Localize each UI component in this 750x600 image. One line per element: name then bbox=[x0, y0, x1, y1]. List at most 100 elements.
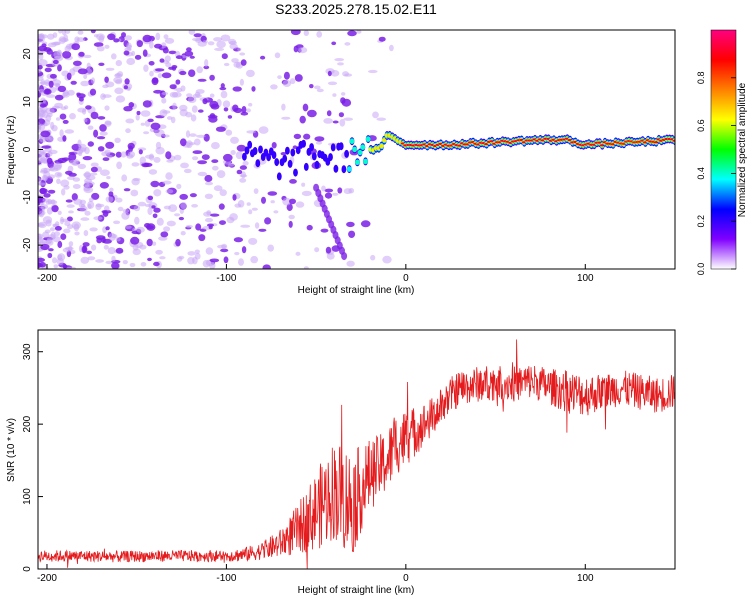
spectrogram-noise-blob bbox=[43, 193, 51, 198]
spectrogram-noise-blob bbox=[246, 69, 255, 78]
spectrogram-noise-blob bbox=[122, 208, 130, 213]
spectrogram-noise-blob bbox=[326, 110, 332, 117]
spectrogram-noise-blob bbox=[62, 51, 72, 59]
spectrogram-noise-blob bbox=[166, 159, 174, 163]
spectrogram-signal-cell bbox=[379, 143, 384, 149]
spectrogram-noise-blob bbox=[134, 216, 140, 225]
spectrogram-noise-blob bbox=[209, 258, 220, 263]
spectrogram-noise-blob bbox=[82, 242, 90, 247]
spectrogram-noise-blob bbox=[90, 111, 99, 120]
spectrogram-noise-blob bbox=[87, 203, 92, 209]
spectrogram-plot-area bbox=[38, 30, 675, 269]
spectrogram-noise-blob bbox=[144, 223, 151, 228]
spectrogram-noise-blob bbox=[219, 189, 227, 197]
spectrogram-noise-blob bbox=[325, 246, 332, 254]
spectrogram-noise-blob bbox=[67, 176, 75, 181]
spectrogram-noise-blob bbox=[60, 233, 67, 240]
spectrogram-noise-blob bbox=[68, 241, 74, 247]
colorbar-scale bbox=[710, 29, 737, 270]
spectrogram-noise-blob bbox=[201, 154, 210, 161]
spectrogram-noise-blob bbox=[97, 116, 106, 120]
spectrogram-noise-blob bbox=[292, 145, 298, 149]
spectrogram-noise-blob bbox=[223, 107, 229, 112]
spectrogram-noise-blob bbox=[58, 30, 63, 34]
spectrogram-noise-blob bbox=[105, 196, 114, 203]
spectrogram-noise-blob bbox=[107, 247, 116, 255]
spectrogram-noise-blob bbox=[124, 35, 132, 41]
spectrogram-noise-blob bbox=[378, 36, 386, 42]
spectrogram-noise-blob bbox=[52, 257, 58, 264]
spectrogram-noise-blob bbox=[115, 237, 121, 242]
spectrogram-noise-blob bbox=[43, 122, 48, 127]
spectrogram-noise-blob bbox=[47, 33, 55, 40]
spectrogram-noise-blob bbox=[38, 182, 47, 186]
spectrogram-noise-blob bbox=[48, 248, 54, 252]
spectrogram-noise-blob bbox=[57, 64, 62, 72]
spectrogram-noise-blob bbox=[48, 174, 55, 179]
spectrogram-noise-blob bbox=[85, 105, 92, 110]
spectrogram-noise-blob bbox=[82, 245, 87, 253]
spectrogram-noise-blob bbox=[303, 133, 311, 140]
spectrogram-noise-blob bbox=[232, 194, 237, 201]
spectrogram-noise-blob bbox=[132, 244, 139, 251]
spectrogram-noise-blob bbox=[192, 93, 202, 99]
spectrogram-noise-blob bbox=[136, 226, 145, 233]
spectrogram-noise-blob bbox=[332, 120, 339, 124]
spectrogram-noise-blob bbox=[180, 138, 187, 147]
spectrogram-noise-blob bbox=[96, 45, 105, 52]
spectrogram-noise-blob bbox=[204, 181, 214, 186]
spectrogram-noise-blob bbox=[295, 251, 301, 256]
spectrogram-noise-blob bbox=[189, 133, 197, 137]
spectrogram-noise-blob bbox=[142, 34, 152, 43]
spectrogram-noise-blob bbox=[71, 221, 81, 230]
spectrogram-noise-blob bbox=[175, 238, 181, 247]
spectrogram-noise-blob bbox=[288, 214, 295, 220]
spectrogram-noise-blob bbox=[90, 162, 99, 167]
spectrogram-noise-blob bbox=[127, 142, 135, 150]
spectrogram-noise-blob bbox=[223, 256, 229, 264]
spectrogram-noise-blob bbox=[159, 256, 166, 260]
spectrogram-noise-blob bbox=[74, 231, 80, 236]
spectrogram-noise-blob bbox=[38, 45, 48, 52]
spectrogram-noise-blob bbox=[248, 102, 253, 107]
spectrogram-noise-blob bbox=[164, 55, 171, 62]
spectrogram-noise-blob bbox=[166, 220, 176, 227]
spectrogram-noise-blob bbox=[98, 35, 105, 43]
spectrogram-noise-blob bbox=[66, 266, 77, 269]
spectrogram-noise-blob bbox=[71, 193, 78, 201]
spectrogram-noise-blob bbox=[233, 107, 243, 114]
spectrogram-signal-cell bbox=[344, 149, 349, 158]
spectrogram-noise-blob bbox=[42, 198, 50, 203]
spectrogram-noise-blob bbox=[376, 117, 387, 121]
snr-y-label: SNR (10 * v/v) bbox=[6, 418, 17, 482]
spectrogram-noise-blob bbox=[147, 195, 154, 201]
spectrogram-noise-blob bbox=[125, 118, 135, 124]
spectrogram-noise-blob bbox=[282, 79, 292, 87]
snr-y-tick-label: 0 bbox=[22, 566, 33, 572]
spectrogram-noise-blob bbox=[155, 68, 165, 72]
spectrogram-signal-cell bbox=[295, 146, 301, 155]
spectrogram-noise-blob bbox=[126, 57, 136, 66]
spectrogram-noise-blob bbox=[323, 118, 333, 124]
spectrogram-x-tick-label: -100 bbox=[216, 273, 236, 284]
spectrogram-noise-blob bbox=[192, 156, 199, 161]
spectrogram-noise-blob bbox=[338, 112, 344, 118]
spectrogram-noise-blob bbox=[180, 162, 189, 169]
spectrogram-noise-blob bbox=[57, 240, 63, 249]
spectrogram-noise-blob bbox=[38, 89, 45, 94]
colorbar-label: Normalized spectral amplitude bbox=[737, 82, 748, 217]
spectrogram-noise-blob bbox=[306, 224, 313, 231]
spectrogram-noise-blob bbox=[220, 248, 229, 253]
spectrogram-noise-blob bbox=[121, 211, 130, 220]
spectrogram-noise-blob bbox=[151, 205, 156, 209]
spectrogram-noise-blob bbox=[83, 172, 92, 178]
spectrogram-noise-blob bbox=[122, 260, 128, 265]
spectrogram-noise-blob bbox=[176, 183, 182, 189]
spectrogram-y-tick-label: -10 bbox=[22, 190, 33, 205]
spectrogram-noise-blob bbox=[65, 199, 73, 203]
spectrogram-noise-blob bbox=[270, 84, 278, 90]
spectrogram-noise-blob bbox=[83, 118, 88, 123]
spectrogram-noise-blob bbox=[114, 87, 124, 95]
spectrogram-noise-blob bbox=[93, 42, 104, 47]
spectrogram-noise-blob bbox=[168, 66, 175, 70]
